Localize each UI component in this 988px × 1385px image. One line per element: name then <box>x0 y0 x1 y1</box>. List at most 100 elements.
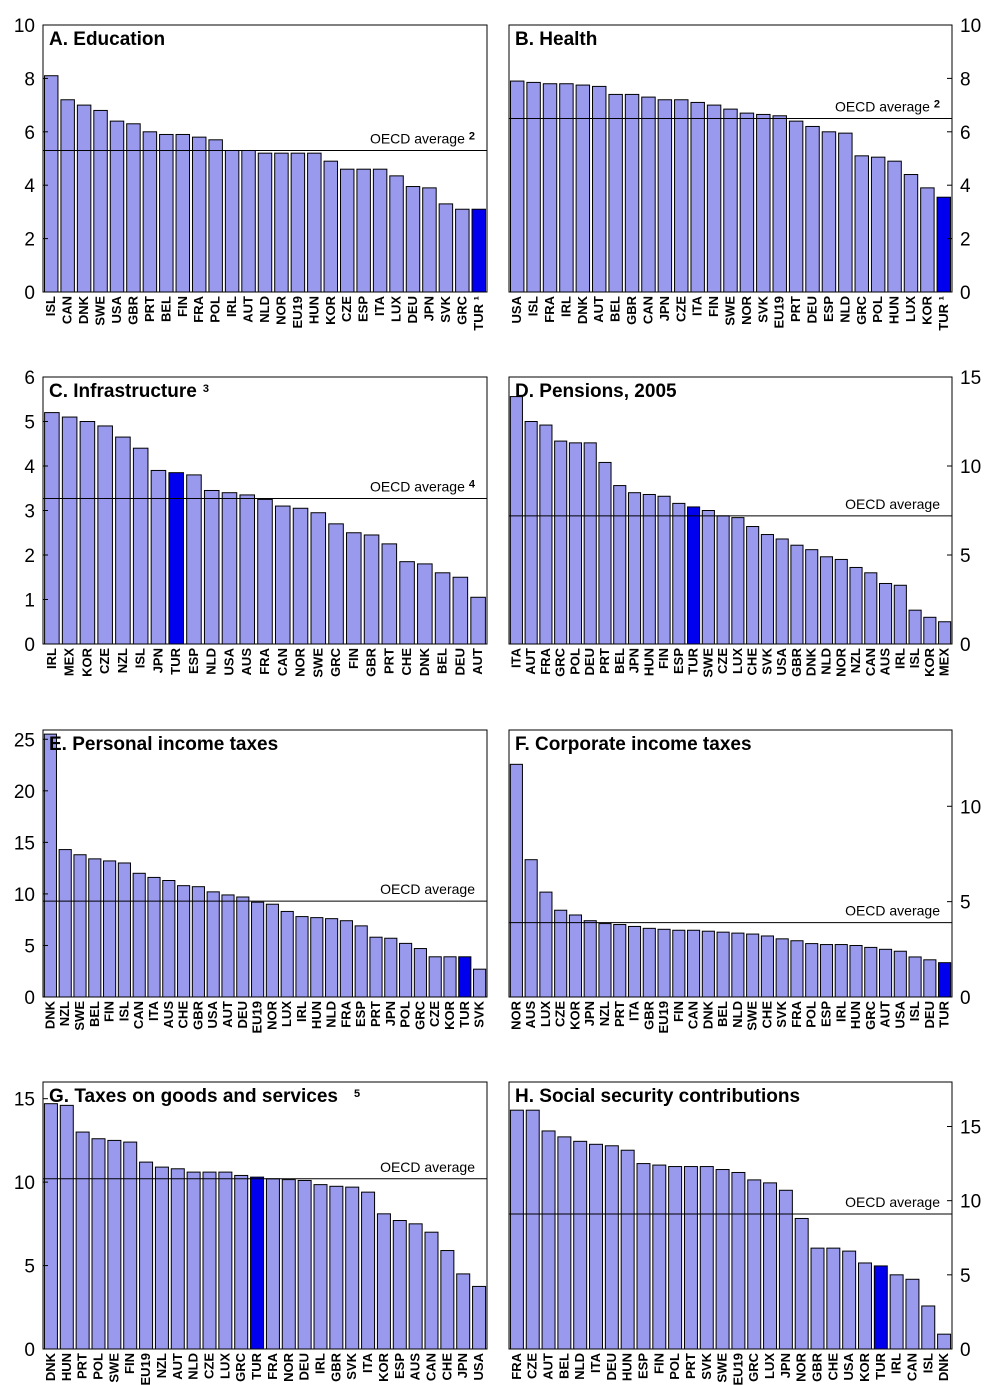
x-tick-label: ITA <box>146 1000 161 1021</box>
bar-aut <box>592 85 607 293</box>
x-tick-label: FIN <box>656 648 671 669</box>
x-tick-label: ISL <box>43 296 58 316</box>
bar-prt <box>369 936 383 998</box>
bar-swe <box>715 1169 730 1350</box>
oecd-average-text: OECD average <box>380 881 475 897</box>
x-tick-label: KOR <box>919 295 934 325</box>
bar-aus <box>162 880 176 998</box>
x-tick-label: USA <box>109 295 124 323</box>
bar-usa <box>206 891 220 998</box>
bar-fra <box>509 1109 524 1350</box>
bar-svk <box>438 203 454 293</box>
bar-nor <box>265 903 279 998</box>
oecd-average-label: OECD average <box>380 1159 475 1175</box>
panel-title-text: C. Infrastructure <box>49 381 197 402</box>
x-tick-label: DNK <box>936 1352 951 1381</box>
x-tick-label: NLD <box>818 648 833 675</box>
x-tick-label: LUX <box>538 1001 553 1027</box>
bar-aut <box>541 1130 556 1350</box>
x-tick-label: GBR <box>789 647 804 677</box>
bar-eu19 <box>139 1161 154 1350</box>
bar-aut <box>241 149 256 293</box>
bar-ita <box>361 1191 376 1350</box>
x-tick-label: FRA <box>538 647 553 674</box>
x-tick-label: FRA <box>265 1352 280 1379</box>
y-tick-label: 10 <box>960 457 981 478</box>
y-tick-label: 10 <box>14 885 35 906</box>
oecd-average-note: 2 <box>934 98 940 110</box>
x-tick-label: NLD <box>186 1353 201 1380</box>
x-tick-label: CHE <box>399 648 414 676</box>
x-tick-label: FRA <box>191 295 206 322</box>
x-tick-label: PRT <box>612 1001 627 1027</box>
bar-kor <box>568 914 583 998</box>
bar-irl <box>224 149 240 293</box>
bar-eu19 <box>772 115 787 293</box>
x-tick-label: GRC <box>412 1000 427 1030</box>
panel-title: G. Taxes on goods and services 5 <box>49 1086 360 1107</box>
bar-ita <box>147 876 161 998</box>
y-tick-label: 6 <box>960 123 971 144</box>
x-tick-label: NOR <box>794 1352 809 1382</box>
y-tick-label: 10 <box>960 1192 981 1213</box>
bar-lux <box>389 175 404 293</box>
y-tick-label: 5 <box>24 1257 35 1278</box>
x-tick-label: GBR <box>810 1352 825 1382</box>
bar-irl <box>295 916 309 998</box>
x-tick-label: CZE <box>427 1001 442 1027</box>
x-tick-label: HUN <box>59 1353 74 1381</box>
bar-svk <box>473 968 487 998</box>
bar-usa <box>509 80 525 293</box>
x-tick-label: AUT <box>591 296 606 323</box>
x-tick-label: PRT <box>597 648 612 674</box>
bar-esp <box>636 1163 651 1350</box>
bar-lux <box>539 891 553 998</box>
x-tick-label: NOR <box>273 295 288 325</box>
x-tick-label: DEU <box>452 648 467 675</box>
panel-title-text: F. Corporate income taxes <box>515 734 752 755</box>
bar-prt <box>788 120 804 293</box>
oecd-average-label: OECD average <box>845 496 940 512</box>
bar-cze <box>674 99 689 293</box>
bar-dnk <box>43 1103 58 1350</box>
panel-e: OECD average 0 5 10 15 20 25 DNK NZL SWE BEL FIN ISL… <box>14 729 488 1034</box>
oecd-average-text: OECD average <box>845 1194 940 1210</box>
x-tick-label: BEL <box>608 296 623 322</box>
bar-jpn <box>422 187 437 293</box>
x-tick-label: POL <box>870 296 885 323</box>
bar-nzl <box>154 1166 169 1350</box>
panel-title: H. Social security contributions <box>515 1086 800 1107</box>
bar-kor <box>79 421 96 645</box>
bar-isl <box>908 956 922 998</box>
bar-deu <box>923 959 937 998</box>
bar-tur <box>250 1176 265 1350</box>
bar-nzl <box>58 849 72 998</box>
panel-title-text: E. Personal income taxes <box>49 734 278 755</box>
x-tick-label: CZE <box>339 296 354 322</box>
panel-title: D. Pensions, 2005 <box>515 381 677 402</box>
bar-irl <box>893 584 907 645</box>
x-tick-label: ESP <box>353 1001 368 1027</box>
bar-fin <box>175 133 191 293</box>
panel-title-text: B. Health <box>515 29 597 50</box>
x-tick-label: NLD <box>324 1001 339 1028</box>
panel-title-note: 5 <box>354 1088 360 1100</box>
bar-eu19 <box>251 901 265 998</box>
x-tick-label: AUT <box>241 296 256 323</box>
bar-che <box>177 885 191 998</box>
y-tick-label: 4 <box>24 176 35 197</box>
bar-deu <box>805 125 820 293</box>
x-tick-label: CZE <box>715 648 730 674</box>
y-tick-label: 5 <box>960 546 971 567</box>
y-tick-label: 0 <box>960 988 971 1009</box>
y-tick-label: 4 <box>24 457 35 478</box>
x-tick-label: KOR <box>376 1352 391 1382</box>
x-tick-label: ESP <box>635 1353 650 1379</box>
x-tick-label: EU19 <box>290 296 305 329</box>
x-tick-label: ESP <box>671 648 686 674</box>
x-tick-label: EU19 <box>772 296 787 329</box>
x-tick-label: ISL <box>907 648 922 668</box>
bar-svk <box>699 1166 714 1350</box>
y-tick-label: 5 <box>24 936 35 957</box>
